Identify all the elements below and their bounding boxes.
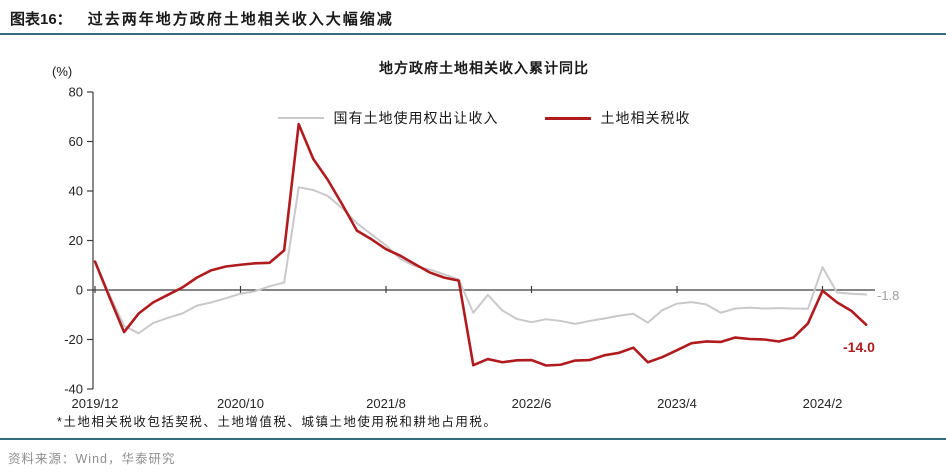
- legend-item-land-taxes: 土地相关税收: [544, 108, 691, 128]
- svg-text:20: 20: [69, 233, 83, 248]
- legend-label-land-sale-revenue: 国有土地使用权出让收入: [333, 110, 499, 126]
- footer-divider: [0, 438, 946, 440]
- svg-text:2020/10: 2020/10: [217, 396, 264, 411]
- svg-text:60: 60: [69, 134, 83, 149]
- y-axis-unit-label: (%): [52, 64, 73, 79]
- svg-text:2023/4: 2023/4: [657, 396, 697, 411]
- svg-text:-40: -40: [64, 382, 83, 397]
- svg-text:-14.0: -14.0: [843, 339, 875, 355]
- header-divider: [0, 33, 946, 35]
- legend-label-land-taxes: 土地相关税收: [600, 110, 691, 126]
- svg-text:2022/6: 2022/6: [512, 396, 552, 411]
- figure-label: 图表16：: [10, 11, 72, 28]
- svg-text:80: 80: [69, 85, 83, 100]
- figure-title: 过去两年地方政府土地相关收入大幅缩减: [87, 11, 394, 28]
- chart-footnote: *土地相关税收包括契税、土地增值税、城镇土地使用税和耕地占用税。: [57, 415, 498, 429]
- legend-item-land-sale-revenue: 国有土地使用权出让收入: [277, 108, 499, 128]
- svg-text:2024/2: 2024/2: [803, 396, 843, 411]
- chart-title: 地方政府土地相关收入累计同比: [379, 60, 589, 76]
- svg-text:-20: -20: [64, 332, 83, 347]
- svg-text:-1.8: -1.8: [877, 288, 899, 303]
- red-line-swatch: [544, 116, 591, 120]
- chart-legend: 国有土地使用权出让收入 土地相关税收: [93, 108, 875, 128]
- svg-text:0: 0: [76, 283, 83, 298]
- svg-text:2019/12: 2019/12: [72, 396, 119, 411]
- svg-text:40: 40: [69, 184, 83, 199]
- svg-text:2021/8: 2021/8: [366, 396, 406, 411]
- gray-line-swatch: [277, 117, 324, 119]
- figure-header: 图表16： 过去两年地方政府土地相关收入大幅缩减: [10, 8, 394, 29]
- source-note: 资料来源：Wind，华泰研究: [8, 452, 176, 466]
